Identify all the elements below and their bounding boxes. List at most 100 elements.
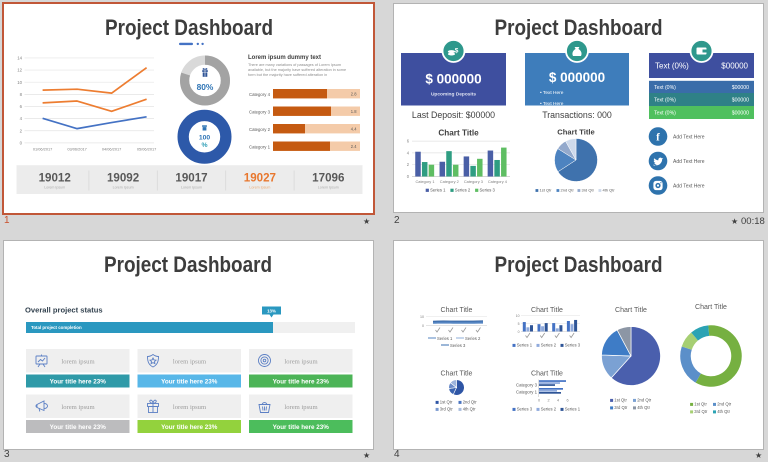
svg-text:Project Dashboard: Project Dashboard [495, 15, 663, 40]
svg-text:0: 0 [422, 324, 424, 328]
svg-text:%: % [201, 142, 207, 149]
svg-text:lorem ipsum: lorem ipsum [173, 404, 207, 411]
svg-text:3rd Qtr: 3rd Qtr [440, 407, 454, 412]
svg-text:2nd Qtr: 2nd Qtr [637, 398, 652, 403]
svg-text:$00000: $00000 [721, 62, 748, 71]
svg-text:There are many variations of p: There are many variations of passages of… [248, 62, 341, 66]
svg-text:80%: 80% [196, 82, 213, 92]
svg-text:Text (0%): Text (0%) [654, 98, 676, 104]
svg-text:14: 14 [17, 55, 22, 60]
svg-text:$ 000000: $ 000000 [549, 70, 605, 85]
svg-text:4: 4 [557, 399, 559, 403]
svg-text:3rd Qtr: 3rd Qtr [614, 405, 628, 410]
svg-text:19092: 19092 [106, 171, 138, 184]
svg-text:4.4: 4.4 [350, 126, 356, 131]
svg-text:Category 4: Category 4 [248, 91, 270, 96]
svg-text:Your title here 23%: Your title here 23% [50, 424, 107, 431]
svg-text:• Text Here: • Text Here [540, 90, 564, 96]
svg-text:Chart Title: Chart Title [557, 128, 594, 137]
svg-text:Transactions: 000: Transactions: 000 [542, 110, 612, 120]
svg-text:Category 1: Category 1 [415, 179, 434, 184]
svg-text:1st Qtr: 1st Qtr [614, 398, 627, 403]
svg-text:Your title here 23%: Your title here 23% [273, 379, 330, 386]
svg-text:Chart Title: Chart Title [441, 371, 473, 378]
svg-text:Your title here 23%: Your title here 23% [161, 424, 218, 431]
svg-text:19012: 19012 [38, 171, 70, 184]
svg-text:Category 3: Category 3 [516, 383, 538, 388]
svg-text:2: 2 [19, 128, 22, 133]
svg-text:6: 6 [407, 139, 410, 144]
svg-text:1.8: 1.8 [350, 109, 356, 114]
svg-text:Lorem Ipsum: Lorem Ipsum [181, 185, 202, 189]
svg-text:Lorem Ipsum: Lorem Ipsum [317, 185, 338, 189]
svg-text:Category 2: Category 2 [248, 126, 270, 131]
svg-text:2: 2 [547, 399, 549, 403]
svg-text:4th Qtr: 4th Qtr [637, 405, 650, 410]
svg-text:lorem ipsum: lorem ipsum [173, 359, 207, 366]
svg-text:Chart Title: Chart Title [438, 129, 479, 138]
svg-text:2nd Qtr: 2nd Qtr [561, 188, 575, 193]
svg-text:lorem ipsum: lorem ipsum [61, 359, 95, 366]
svg-text:Chart Title: Chart Title [531, 307, 563, 314]
svg-text:Series 3: Series 3 [517, 407, 533, 412]
svg-text:Text (0%): Text (0%) [654, 85, 676, 91]
svg-text:2nd Qtr: 2nd Qtr [717, 402, 732, 407]
svg-text:lorem ipsum: lorem ipsum [61, 404, 95, 411]
svg-text:100: 100 [198, 134, 210, 141]
svg-text:Your title here 23%: Your title here 23% [273, 424, 330, 431]
svg-text:available, but the majority ha: available, but the majority have suffere… [248, 68, 346, 72]
svg-text:Total project completion: Total project completion [31, 325, 82, 330]
svg-text:2nd Qtr: 2nd Qtr [463, 400, 478, 405]
svg-text:• Text Here: • Text Here [540, 101, 564, 107]
svg-text:0: 0 [538, 399, 540, 403]
svg-text:0: 0 [19, 140, 22, 145]
svg-text:4th Qtr: 4th Qtr [463, 407, 476, 412]
svg-text:Series 2: Series 2 [541, 407, 557, 412]
svg-text:Category 4: Category 4 [488, 179, 508, 184]
svg-text:lorem ipsum: lorem ipsum [284, 404, 318, 411]
svg-text:2: 2 [407, 162, 410, 167]
svg-text:4: 4 [407, 150, 410, 155]
svg-text:Chart Title: Chart Title [441, 307, 473, 314]
svg-text:12: 12 [17, 67, 22, 72]
svg-text:Category 2: Category 2 [440, 179, 459, 184]
svg-text:form but the majority have suf: form but the majority have suffered alte… [248, 73, 327, 77]
svg-text:Series 3: Series 3 [450, 343, 466, 348]
svg-text:Project Dashboard: Project Dashboard [495, 252, 663, 277]
svg-text:4th Qtr: 4th Qtr [717, 409, 730, 414]
svg-text:Overall project status: Overall project status [25, 306, 103, 315]
svg-text:Category 1: Category 1 [516, 390, 538, 395]
svg-text:13%: 13% [267, 309, 276, 314]
svg-text:Last Deposit: $00000: Last Deposit: $00000 [412, 110, 495, 120]
svg-text:4: 4 [19, 116, 22, 121]
svg-text:05/06/2017: 05/06/2017 [136, 146, 155, 151]
svg-text:Series 2: Series 2 [541, 343, 557, 348]
svg-text:Series 2: Series 2 [455, 188, 471, 193]
svg-text:Chart Title: Chart Title [531, 371, 563, 378]
svg-text:6: 6 [19, 104, 22, 109]
svg-text:Series 1: Series 1 [430, 188, 446, 193]
svg-text:Add Text Here: Add Text Here [673, 184, 705, 190]
svg-text:01/06/2017: 01/06/2017 [32, 146, 51, 151]
svg-text:10: 10 [420, 315, 424, 319]
svg-text:10: 10 [516, 314, 520, 318]
svg-text:6: 6 [566, 399, 568, 403]
svg-text:Series 2: Series 2 [465, 336, 481, 341]
svg-text:Text (0%): Text (0%) [655, 62, 689, 71]
svg-text:1st Qtr: 1st Qtr [540, 188, 553, 193]
svg-text:2.4: 2.4 [350, 144, 356, 149]
svg-text:Lorem Ipsum: Lorem Ipsum [44, 185, 65, 189]
svg-text:5: 5 [518, 322, 520, 326]
svg-text:Add Text Here: Add Text Here [673, 135, 705, 141]
svg-text:19027: 19027 [243, 171, 275, 184]
svg-text:Text (0%): Text (0%) [654, 111, 676, 117]
svg-text:3rd Qtr: 3rd Qtr [582, 188, 595, 193]
svg-text:Lorem Ipsum: Lorem Ipsum [112, 185, 133, 189]
svg-text:Series 3: Series 3 [565, 343, 581, 348]
svg-text:$00000: $00000 [732, 111, 749, 117]
svg-text:0: 0 [407, 174, 410, 179]
svg-text:1st Qtr: 1st Qtr [694, 402, 707, 407]
svg-text:Category 3: Category 3 [248, 109, 270, 114]
svg-text:Lorem ipsum dummy text: Lorem ipsum dummy text [248, 55, 321, 61]
svg-text:Chart Title: Chart Title [615, 307, 647, 314]
